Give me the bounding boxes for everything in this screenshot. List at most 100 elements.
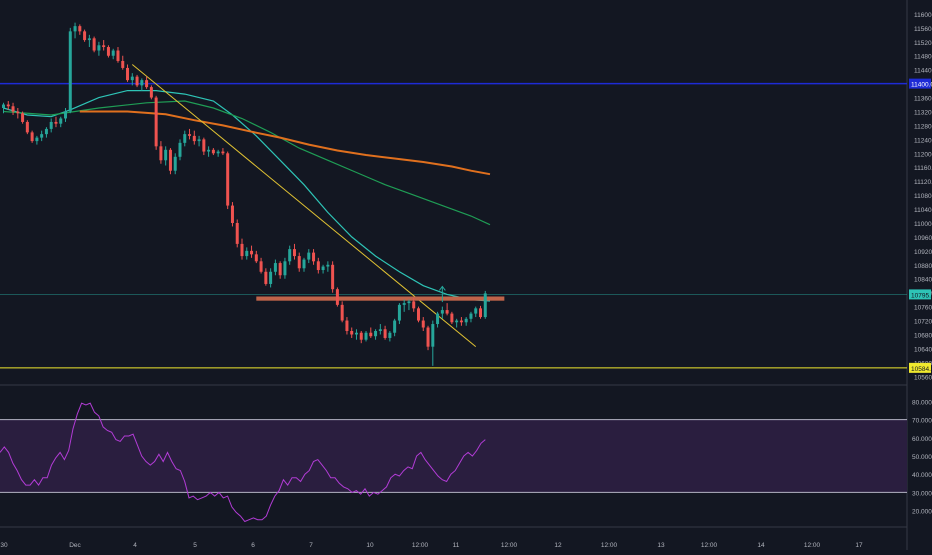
yellow-level-badge-label: 10584.2: [911, 366, 932, 373]
candle-body: [431, 324, 435, 347]
ma-mid-line: [3, 100, 491, 226]
time-tick-label: 17: [855, 542, 863, 549]
candle-body: [388, 332, 392, 338]
rsi-tick-label: 80.0000: [912, 399, 932, 406]
candle-body: [121, 60, 125, 68]
price-tick-label: 11560.0: [914, 26, 932, 33]
candle-body: [250, 250, 254, 255]
candle-body: [211, 149, 215, 154]
candle-body: [393, 320, 397, 333]
candle-body: [59, 118, 63, 124]
time-tick-label: 4: [133, 542, 137, 549]
price-tick-label: 10640.0: [914, 346, 932, 353]
candle-body: [283, 261, 287, 276]
current-price-badge-label: 10795.0: [911, 292, 932, 299]
price-tick-label: 11120.0: [914, 179, 932, 186]
candle-body: [264, 271, 268, 284]
candle-body: [307, 252, 311, 260]
candle-body: [292, 249, 296, 257]
candle-body: [450, 313, 454, 323]
candle-body: [87, 38, 91, 41]
candle-body: [188, 134, 192, 136]
candle-body: [221, 151, 225, 154]
rsi-tick-label: 30.0000: [912, 490, 932, 497]
price-tick-label: 11160.0: [914, 165, 932, 172]
candle-body: [235, 222, 239, 244]
blue-level-badge: [909, 78, 931, 89]
time-tick-label: 12:00: [501, 542, 518, 549]
candle-body: [459, 320, 463, 323]
price-tick-label: 11080.0: [914, 193, 932, 200]
candle-body: [464, 318, 468, 323]
candle-body: [16, 111, 20, 114]
candle-body: [269, 271, 273, 284]
candle-body: [345, 320, 349, 331]
candle-body: [154, 97, 158, 147]
candle-body: [11, 106, 15, 112]
candle-body: [140, 80, 144, 86]
candle-body: [230, 205, 234, 223]
candle-body: [178, 142, 182, 157]
candle-body: [335, 289, 339, 305]
candle-body: [416, 308, 420, 321]
candle-body: [383, 329, 387, 338]
price-tick-label: 10920.0: [914, 249, 932, 256]
price-tick-label: 10720.0: [914, 319, 932, 326]
candle-body: [21, 113, 25, 122]
price-tick-label: 10680.0: [914, 332, 932, 339]
candle-body: [216, 151, 220, 154]
candle-body: [207, 149, 211, 152]
rsi-band: [0, 419, 907, 493]
candle-body: [240, 243, 244, 257]
time-tick-label: 12:00: [701, 542, 718, 549]
price-tick-label: 11600.0: [914, 12, 932, 19]
candle-body: [30, 132, 34, 142]
candle-body: [326, 264, 330, 267]
candle-body: [54, 121, 58, 124]
arrow-up-icon: [438, 285, 446, 291]
rsi-tick-label: 50.0000: [912, 454, 932, 461]
candle-body: [145, 80, 149, 88]
price-tick-label: 11200.0: [914, 151, 932, 158]
candle-body: [254, 254, 258, 262]
rsi-tick-label: 70.0000: [912, 418, 932, 425]
candle-body: [331, 264, 335, 290]
candle-body: [412, 301, 416, 309]
candle-body: [436, 313, 440, 325]
time-tick-label: 6: [251, 542, 255, 549]
candle-body: [474, 308, 478, 314]
price-tick-label: 10960.0: [914, 235, 932, 242]
candle-body: [483, 293, 487, 318]
candle-body: [183, 134, 187, 143]
candle-body: [407, 301, 411, 304]
time-tick-label: 12:00: [804, 542, 821, 549]
price-tick-label: 10560.0: [914, 374, 932, 381]
candle-body: [73, 26, 77, 32]
time-tick-label: 12: [554, 542, 562, 549]
time-tick-label: 12:00: [412, 542, 429, 549]
candle-body: [455, 320, 459, 323]
candle-body: [2, 104, 5, 109]
candle-body: [445, 310, 449, 314]
rsi-tick-label: 60.0000: [912, 436, 932, 443]
candle-body: [273, 263, 277, 272]
candle-body: [102, 45, 106, 48]
candle-body: [106, 47, 110, 56]
candle-body: [479, 308, 482, 318]
candle-body: [316, 261, 320, 271]
price-tick-label: 11320.0: [914, 109, 932, 116]
candle-body: [369, 332, 373, 337]
candle-body: [378, 329, 382, 331]
candle-body: [164, 149, 168, 161]
candle-body: [68, 31, 72, 112]
price-tick-label: 10880.0: [914, 263, 932, 270]
rsi-tick-label: 40.0000: [912, 472, 932, 479]
candle-body: [402, 303, 406, 305]
candle-body: [278, 263, 282, 276]
candle-body: [44, 128, 48, 135]
price-tick-label: 11000.0: [914, 221, 932, 228]
time-tick-label: 11: [453, 542, 460, 549]
price-tick-label: 10840.0: [914, 277, 932, 284]
candle-body: [64, 111, 68, 119]
